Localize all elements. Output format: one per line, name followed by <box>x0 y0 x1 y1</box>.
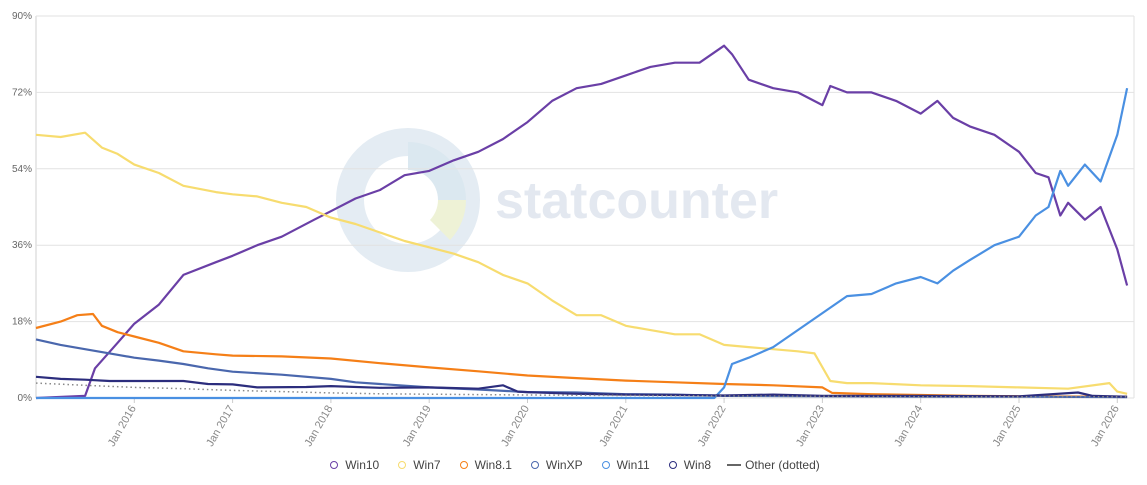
legend: Win10 Win7 Win8.1 WinXP Win11 Win8 Other (dott… <box>0 458 1147 472</box>
legend-label: Win8 <box>683 458 712 472</box>
y-tick-label: 90% <box>12 11 32 22</box>
watermark-text: statcounter <box>495 172 778 230</box>
x-tick-label: Jan 2019 <box>401 404 434 449</box>
legend-item-other-dotted[interactable]: Other (dotted) <box>727 458 820 472</box>
legend-marker-icon <box>599 460 613 470</box>
y-tick-label: 0% <box>18 393 33 404</box>
series-line-winxp[interactable] <box>35 338 1128 399</box>
legend-item-win8-1[interactable]: Win8.1 <box>457 458 512 472</box>
legend-item-winxp[interactable]: WinXP <box>528 458 583 472</box>
legend-label: Win7 <box>413 458 441 472</box>
series-line-win8-1[interactable] <box>35 312 1128 398</box>
legend-item-win7[interactable]: Win7 <box>395 458 441 472</box>
series-line-win10[interactable] <box>35 44 1129 400</box>
y-tick-label: 18% <box>12 317 32 328</box>
x-tick-label: Jan 2017 <box>204 404 237 449</box>
legend-marker-icon <box>528 460 542 470</box>
legend-label: Win11 <box>616 458 650 472</box>
series-line-win7[interactable] <box>35 131 1128 395</box>
series-line-win8[interactable] <box>35 375 1128 398</box>
legend-marker-icon <box>395 460 409 470</box>
line-chart: statcounter 0%18%36%54%72%90% Jan 2016 Ja… <box>12 11 1135 449</box>
x-tick-label: Jan 2018 <box>302 404 335 449</box>
legend-label: Win8.1 <box>474 458 512 472</box>
legend-item-win10[interactable]: Win10 <box>327 458 379 472</box>
series-line-win11[interactable] <box>36 87 1129 400</box>
legend-marker-icon <box>727 460 742 470</box>
watermark-segment-yellow <box>430 200 466 240</box>
legend-marker-icon <box>457 460 471 470</box>
legend-label: Other (dotted) <box>745 458 820 472</box>
y-tick-label: 36% <box>12 240 32 251</box>
x-tick-label: Jan 2020 <box>499 404 532 449</box>
legend-item-win11[interactable]: Win11 <box>599 458 650 472</box>
legend-item-win8[interactable]: Win8 <box>666 458 711 472</box>
watermark-segment-blue <box>408 142 466 200</box>
x-tick-label: Jan 2024 <box>892 404 925 449</box>
plot-area <box>35 44 1129 400</box>
x-tick-label: Jan 2022 <box>696 404 729 449</box>
statcounter-watermark: statcounter <box>336 128 778 272</box>
legend-marker-icon <box>327 460 341 470</box>
y-tick-label: 54% <box>12 164 32 175</box>
x-tick-label: Jan 2016 <box>106 404 139 449</box>
x-tick-label: Jan 2023 <box>794 404 827 449</box>
y-tick-label: 72% <box>12 87 32 98</box>
legend-label: Win10 <box>345 458 380 472</box>
y-axis: 0% 18% 36% 54% 72% 90% <box>12 11 32 404</box>
series-line-other-dotted[interactable] <box>35 382 1128 398</box>
legend-marker-icon <box>666 460 680 470</box>
x-tick-label: Jan 2021 <box>597 404 630 449</box>
legend-label: WinXP <box>545 458 583 472</box>
x-tick-label: Jan 2025 <box>991 404 1024 449</box>
x-tick-label: Jan 2026 <box>1089 404 1122 449</box>
x-axis: Jan 2016 Jan 2017 Jan 2018 Jan 2019 Jan 2020… <box>106 398 1122 449</box>
